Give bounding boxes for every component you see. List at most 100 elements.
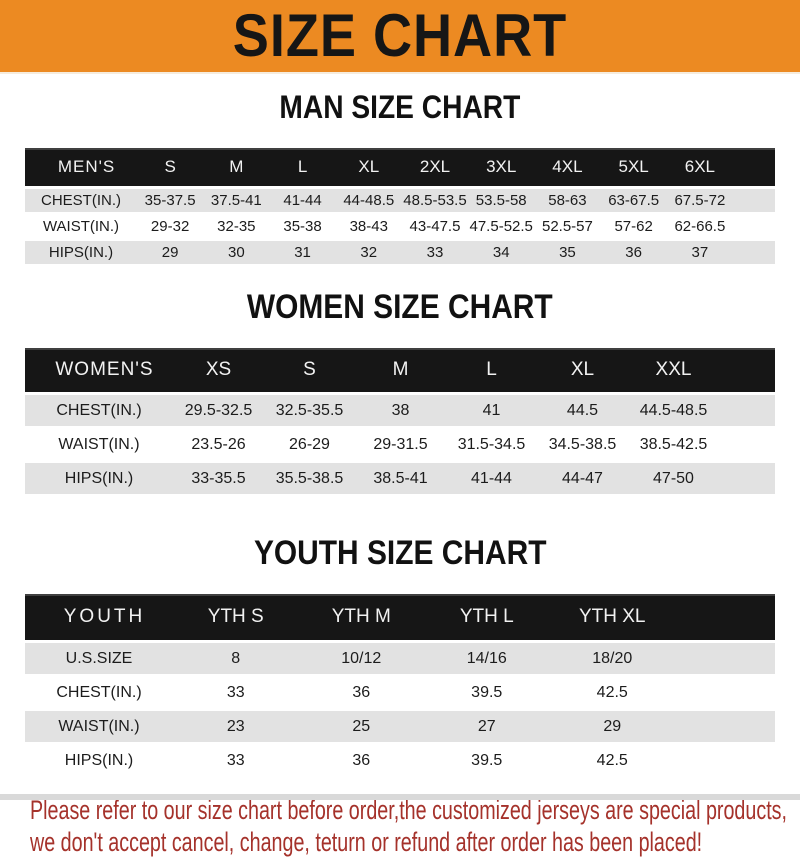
size-value-cell: 33 <box>173 745 299 776</box>
table-corner-label: YOUTH <box>25 594 173 640</box>
size-value-cell: 36 <box>299 677 425 708</box>
size-value-cell: 25 <box>299 711 425 742</box>
size-value-cell: 18/20 <box>550 643 676 674</box>
spacer-cell <box>675 711 775 742</box>
size-value-cell: 34 <box>468 241 534 264</box>
spacer-cell <box>675 643 775 674</box>
size-value-cell: 36 <box>299 745 425 776</box>
spacer-cell <box>675 677 775 708</box>
spacer-cell <box>719 463 775 494</box>
size-column-header: S <box>137 148 203 186</box>
size-value-cell: 31.5-34.5 <box>446 429 537 460</box>
spacer-cell <box>719 395 775 426</box>
row-label: CHEST(IN.) <box>25 395 173 426</box>
size-value-cell: 41 <box>446 395 537 426</box>
size-value-cell: 47-50 <box>628 463 719 494</box>
size-column-header: XXL <box>628 348 719 392</box>
size-value-cell: 29 <box>550 711 676 742</box>
size-value-cell: 38-43 <box>336 215 402 238</box>
size-value-cell: 42.5 <box>550 677 676 708</box>
row-label: CHEST(IN.) <box>25 677 173 708</box>
youth-size-chart-heading: YOUTH SIZE CHART <box>0 535 800 578</box>
youth-size-chart-heading-text: YOUTH SIZE CHART <box>254 535 547 571</box>
size-value-cell: 27 <box>424 711 550 742</box>
order-notice: Please refer to our size chart before or… <box>30 794 800 858</box>
size-value-cell: 38.5-41 <box>355 463 446 494</box>
size-value-cell: 62-66.5 <box>667 215 733 238</box>
size-column-header: 3XL <box>468 148 534 186</box>
size-value-cell: 32-35 <box>203 215 269 238</box>
man-size-chart-heading: MAN SIZE CHART <box>0 89 800 132</box>
size-value-cell: 29-32 <box>137 215 203 238</box>
size-column-header: YTH XL <box>550 594 676 640</box>
spacer-cell <box>719 348 775 392</box>
size-column-header: 5XL <box>601 148 667 186</box>
size-value-cell: 58-63 <box>534 189 600 212</box>
size-value-cell: 35.5-38.5 <box>264 463 355 494</box>
size-value-cell: 38 <box>355 395 446 426</box>
row-label: HIPS(IN.) <box>25 745 173 776</box>
size-column-header: YTH S <box>173 594 299 640</box>
size-column-header: L <box>446 348 537 392</box>
size-value-cell: 29.5-32.5 <box>173 395 264 426</box>
row-label: HIPS(IN.) <box>25 463 173 494</box>
size-value-cell: 41-44 <box>269 189 335 212</box>
size-column-header: 6XL <box>667 148 733 186</box>
spacer-cell <box>733 215 775 238</box>
size-value-cell: 23.5-26 <box>173 429 264 460</box>
size-value-cell: 63-67.5 <box>601 189 667 212</box>
size-value-cell: 33 <box>173 677 299 708</box>
size-value-cell: 36 <box>601 241 667 264</box>
size-value-cell: 38.5-42.5 <box>628 429 719 460</box>
size-value-cell: 35-37.5 <box>137 189 203 212</box>
spacer-cell <box>719 429 775 460</box>
row-label: WAIST(IN.) <box>25 429 173 460</box>
spacer-cell <box>733 189 775 212</box>
size-value-cell: 39.5 <box>424 677 550 708</box>
size-column-header: XL <box>537 348 628 392</box>
size-column-header: 2XL <box>402 148 468 186</box>
size-value-cell: 34.5-38.5 <box>537 429 628 460</box>
size-value-cell: 41-44 <box>446 463 537 494</box>
size-chart-banner: SIZE CHART <box>0 0 800 74</box>
size-column-header: 4XL <box>534 148 600 186</box>
size-value-cell: 52.5-57 <box>534 215 600 238</box>
banner-title: SIZE CHART <box>233 1 567 70</box>
size-value-cell: 44.5-48.5 <box>628 395 719 426</box>
row-label: CHEST(IN.) <box>25 189 137 212</box>
size-value-cell: 37 <box>667 241 733 264</box>
order-notice-line2: we don't accept cancel, change, teturn o… <box>30 826 592 858</box>
row-label: HIPS(IN.) <box>25 241 137 264</box>
size-column-header: XL <box>336 148 402 186</box>
table-corner-label: WOMEN'S <box>25 348 173 392</box>
man-size-chart-heading-text: MAN SIZE CHART <box>280 89 521 125</box>
size-column-header: L <box>269 148 335 186</box>
row-label: WAIST(IN.) <box>25 215 137 238</box>
size-column-header: M <box>355 348 446 392</box>
row-label: WAIST(IN.) <box>25 711 173 742</box>
table-corner-label: MEN'S <box>25 148 137 186</box>
size-column-header: S <box>264 348 355 392</box>
spacer-cell <box>675 745 775 776</box>
size-column-header: XS <box>173 348 264 392</box>
size-value-cell: 31 <box>269 241 335 264</box>
size-value-cell: 44.5 <box>537 395 628 426</box>
size-value-cell: 10/12 <box>299 643 425 674</box>
size-value-cell: 23 <box>173 711 299 742</box>
